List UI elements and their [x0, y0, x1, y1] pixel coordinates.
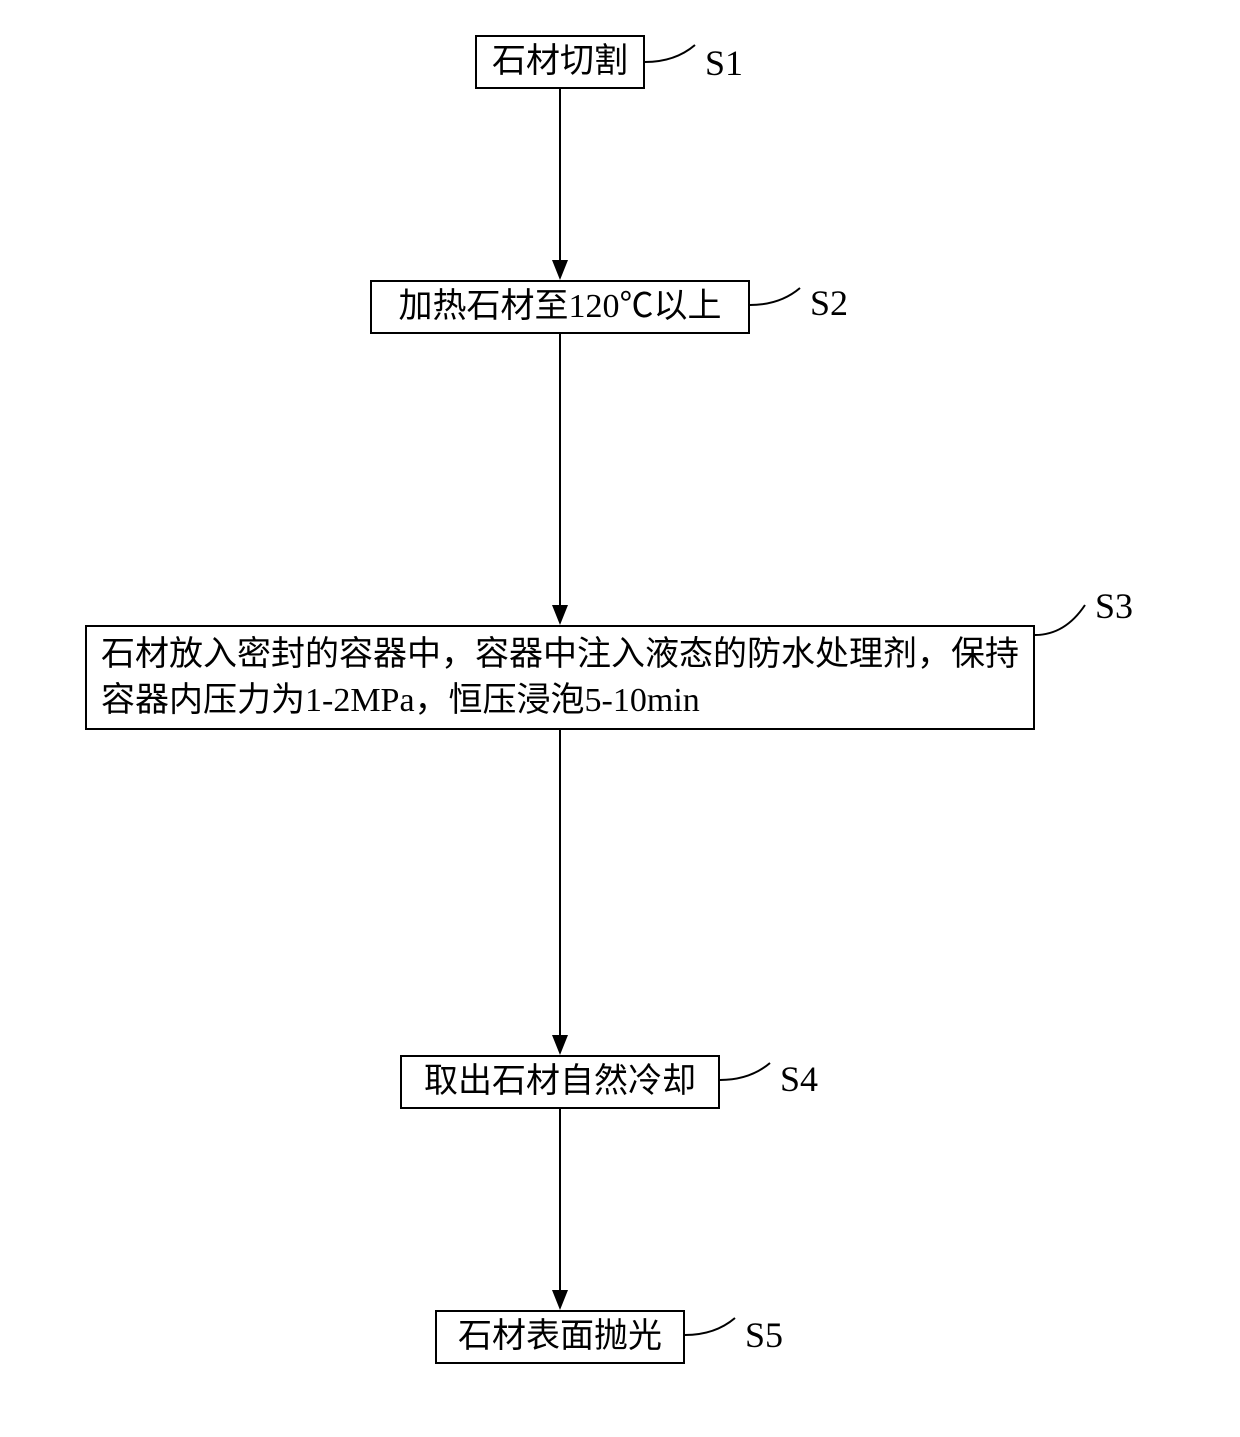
node-s5-text: 石材表面抛光 — [458, 1314, 662, 1360]
arrow-s4-s5 — [559, 1109, 561, 1290]
label-hook-s4 — [720, 1053, 780, 1108]
node-s5-label: S5 — [745, 1314, 783, 1356]
flowchart-node-s1: 石材切割 — [475, 35, 645, 89]
label-hook-s5 — [685, 1308, 745, 1363]
label-hook-s1 — [645, 35, 705, 90]
label-hook-s2 — [750, 278, 810, 333]
node-s4-label: S4 — [780, 1058, 818, 1100]
node-s2-text: 加热石材至120℃以上 — [399, 284, 722, 330]
arrow-head-s2-s3 — [552, 605, 568, 625]
node-s1-text: 石材切割 — [492, 39, 628, 85]
flowchart-container: 石材切割 S1 加热石材至120℃以上 S2 石材放入密封的容器中，容器中注入液… — [0, 0, 1240, 1437]
arrow-s1-s2 — [559, 89, 561, 260]
node-s4-text: 取出石材自然冷却 — [424, 1059, 696, 1105]
node-s1-label: S1 — [705, 42, 743, 84]
arrow-head-s3-s4 — [552, 1035, 568, 1055]
node-s2-label: S2 — [810, 282, 848, 324]
arrow-s2-s3 — [559, 334, 561, 605]
arrow-head-s4-s5 — [552, 1290, 568, 1310]
flowchart-node-s2: 加热石材至120℃以上 — [370, 280, 750, 334]
arrow-head-s1-s2 — [552, 260, 568, 280]
arrow-s3-s4 — [559, 730, 561, 1035]
flowchart-node-s3: 石材放入密封的容器中，容器中注入液态的防水处理剂，保持容器内压力为1-2MPa，… — [85, 625, 1035, 730]
flowchart-node-s5: 石材表面抛光 — [435, 1310, 685, 1364]
node-s3-label: S3 — [1095, 585, 1133, 627]
label-hook-s3 — [1035, 600, 1095, 655]
node-s3-text: 石材放入密封的容器中，容器中注入液态的防水处理剂，保持容器内压力为1-2MPa，… — [101, 632, 1019, 724]
flowchart-node-s4: 取出石材自然冷却 — [400, 1055, 720, 1109]
